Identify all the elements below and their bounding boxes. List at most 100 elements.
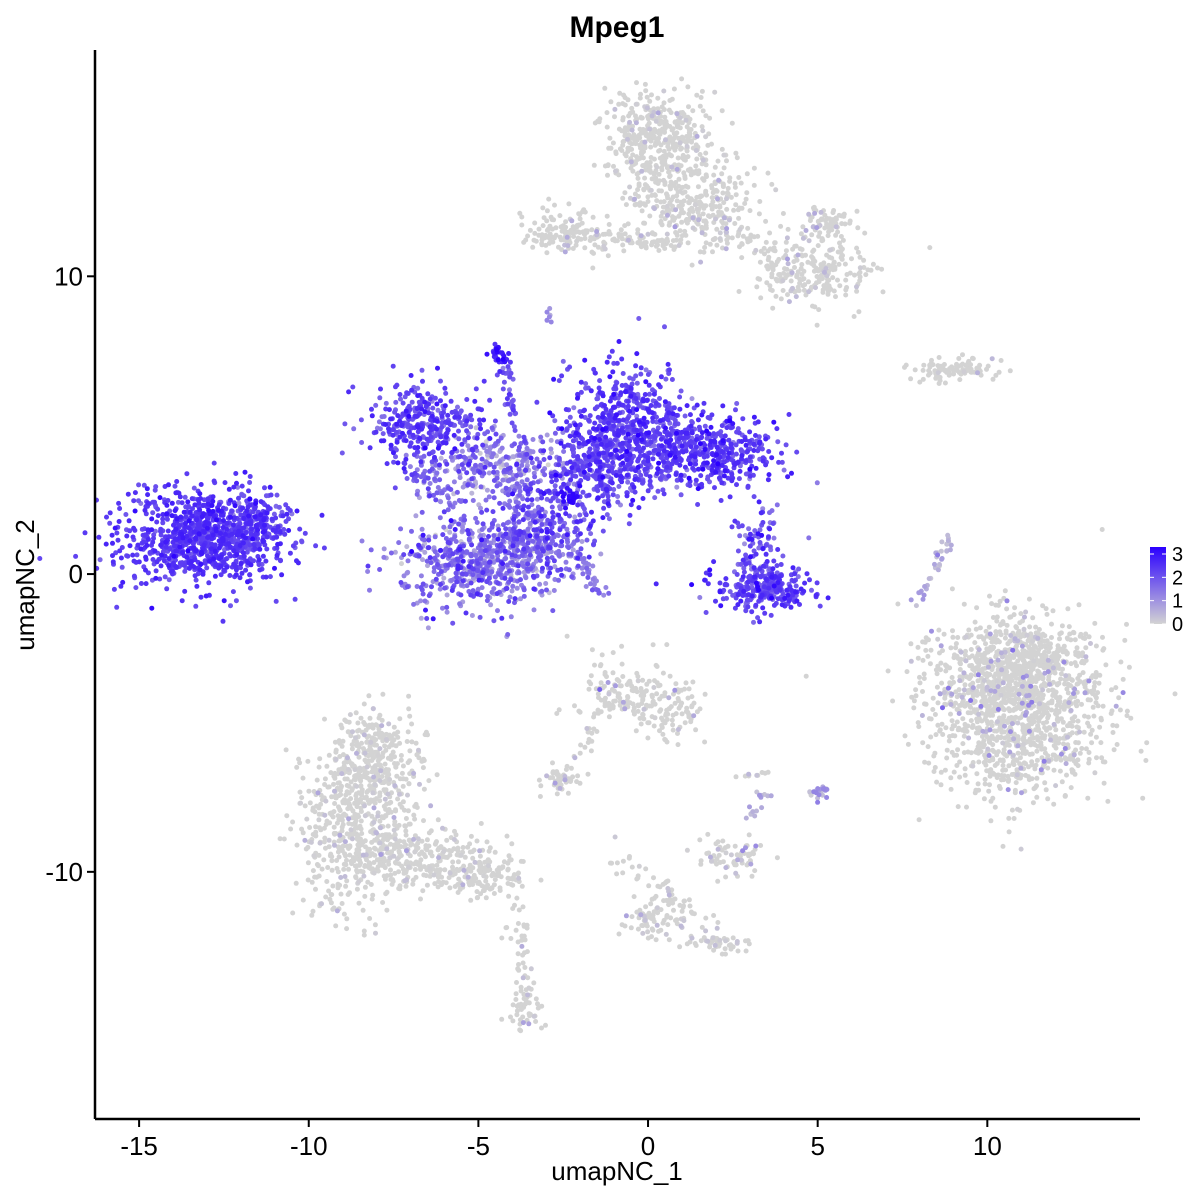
cell-point: [372, 731, 378, 737]
cell-point: [400, 783, 406, 789]
cell-point: [471, 847, 477, 853]
cell-point: [520, 952, 526, 958]
cell-point: [957, 377, 963, 383]
cell-point: [660, 670, 666, 676]
cell-point: [605, 172, 610, 178]
cell-point: [322, 776, 328, 782]
cell-point: [438, 455, 444, 461]
cell-point: [642, 202, 648, 208]
cell-point: [599, 652, 605, 658]
cell-point: [680, 904, 686, 910]
cell-point: [349, 832, 354, 838]
cell-point: [854, 288, 860, 294]
cell-point: [605, 253, 611, 259]
cell-point: [733, 861, 739, 867]
cell-point: [671, 86, 677, 92]
cell-point: [582, 231, 588, 237]
cell-point: [962, 703, 968, 709]
cell-point: [949, 675, 955, 680]
cell-point: [1116, 695, 1122, 701]
cell-point: [520, 904, 526, 910]
cell-point: [677, 188, 683, 194]
cell-point: [1086, 750, 1092, 755]
cell-point: [347, 890, 352, 896]
cell-point: [513, 991, 519, 997]
cell-point: [970, 356, 976, 362]
cell-point: [622, 923, 628, 929]
cell-point: [648, 144, 654, 150]
cell-point: [699, 224, 705, 230]
cell-point: [996, 602, 1001, 608]
cell-point: [526, 1000, 532, 1006]
cell-point: [336, 738, 342, 744]
cell-point: [490, 870, 496, 876]
cell-point: [348, 827, 354, 833]
cell-point: [610, 140, 616, 146]
cell-point: [880, 289, 886, 295]
cell-point: [302, 803, 308, 809]
cell-point: [479, 883, 485, 889]
cell-point: [697, 152, 703, 157]
cell-point: [991, 644, 997, 650]
cell-point: [344, 783, 350, 788]
cell-point: [641, 706, 647, 712]
cell-point: [816, 279, 822, 285]
cell-point: [717, 236, 723, 242]
cell-point: [1008, 614, 1014, 620]
cell-point: [349, 836, 355, 842]
cell-point: [469, 613, 475, 618]
cell-point: [353, 818, 359, 824]
cell-point: [422, 549, 428, 555]
cell-point: [1035, 651, 1040, 657]
cell-point: [982, 776, 988, 782]
cell-point: [508, 936, 514, 941]
cell-point: [825, 233, 831, 239]
cell-point: [539, 237, 545, 243]
cell-point: [1002, 723, 1007, 729]
cell-point: [829, 255, 835, 261]
cell-point: [417, 862, 423, 868]
cell-point: [337, 808, 343, 814]
cell-point: [1001, 773, 1007, 779]
cell-point: [703, 225, 709, 231]
cell-point: [666, 898, 672, 903]
cell-point: [1006, 680, 1012, 686]
cell-point: [935, 700, 941, 706]
cell-point: [361, 732, 367, 738]
cell-point: [974, 771, 980, 777]
cell-point: [412, 803, 418, 809]
cell-point: [643, 245, 649, 251]
cell-point: [755, 233, 761, 239]
cell-point: [515, 951, 521, 957]
cell-point: [355, 842, 361, 848]
cell-point: [647, 168, 653, 174]
cell-point: [633, 685, 639, 691]
cell-point: [767, 230, 773, 236]
cell-point: [799, 262, 805, 267]
cell-point: [403, 823, 408, 829]
cell-point: [957, 774, 963, 780]
cell-point: [958, 649, 964, 655]
cell-point: [358, 818, 364, 824]
cell-point: [582, 245, 588, 251]
cell-point: [955, 656, 961, 661]
cell-point: [399, 770, 405, 776]
cell-point: [336, 854, 342, 860]
cell-point: [333, 749, 339, 755]
cell-point: [806, 289, 812, 295]
cell-point: [915, 720, 921, 726]
cell-point: [407, 748, 413, 754]
cell-point: [945, 532, 951, 538]
cell-point: [1114, 742, 1120, 747]
cell-point: [995, 772, 1001, 778]
cell-point: [1054, 682, 1060, 688]
cell-point: [1000, 758, 1006, 764]
cell-point: [553, 232, 559, 238]
cell-point: [697, 706, 703, 712]
cell-point: [712, 89, 718, 95]
cell-point: [660, 241, 666, 247]
cell-point: [927, 245, 933, 251]
cell-point: [519, 883, 525, 889]
cell-point: [639, 208, 645, 214]
cell-point: [421, 758, 427, 763]
